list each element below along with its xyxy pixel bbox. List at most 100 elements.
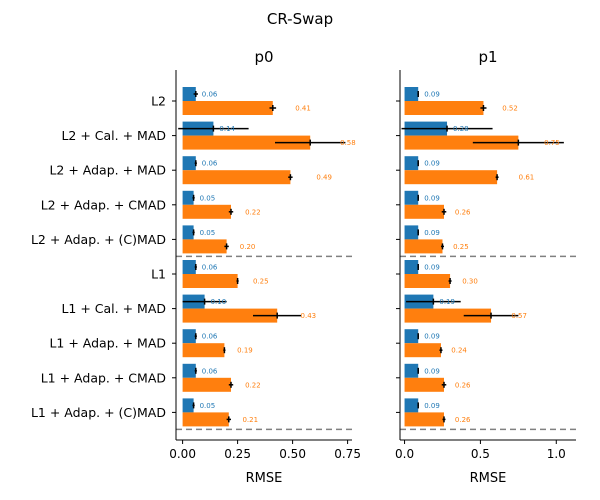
data-label: 0.09 xyxy=(424,91,440,99)
bar xyxy=(182,170,291,185)
bar xyxy=(182,204,231,219)
bar xyxy=(404,239,443,254)
data-label: 0.75 xyxy=(544,139,560,147)
bar xyxy=(182,101,273,115)
data-label: 0.26 xyxy=(455,381,471,389)
panel-p0: 0.06 0.14 0.06 0.05 0.05 0.06 0.10 0.06 0.06 0.05… xyxy=(31,70,361,461)
data-label: 0.06 xyxy=(202,264,218,272)
data-label: 0.25 xyxy=(453,243,469,251)
bar xyxy=(404,204,444,219)
y-tick-label: L1 + Cal. + MAD xyxy=(61,301,166,316)
y-tick-label: L2 + Adap. + MAD xyxy=(49,163,166,178)
data-label: 0.06 xyxy=(202,333,218,341)
data-label: 0.21 xyxy=(242,416,258,424)
data-label: 0.49 xyxy=(316,174,332,182)
data-label: 0.09 xyxy=(424,194,440,202)
bar xyxy=(404,274,451,288)
bar xyxy=(404,377,444,392)
bar xyxy=(404,135,519,150)
bar xyxy=(404,156,419,171)
bar xyxy=(182,329,196,344)
panel-p1: 0.09 0.28 0.09 0.09 0.09 0.09 0.19 0.09 0.09 0.09… xyxy=(395,70,578,461)
figure-title: CR-Swap xyxy=(267,10,333,28)
y-tick-label: L1 xyxy=(151,267,166,282)
data-label: 0.28 xyxy=(453,125,469,133)
y-tick-label: L1 + Adap. + (C)MAD xyxy=(31,405,166,420)
data-label: 0.05 xyxy=(200,229,216,237)
data-label: 0.26 xyxy=(455,416,471,424)
bar xyxy=(404,101,484,115)
bar xyxy=(182,156,196,171)
data-label: 0.20 xyxy=(240,243,256,251)
bar xyxy=(182,274,238,288)
xlabel-p0: RMSE xyxy=(246,471,283,486)
bar xyxy=(404,260,419,274)
bar xyxy=(182,377,231,392)
xlabel-p1: RMSE xyxy=(470,471,507,486)
bar xyxy=(182,308,278,323)
panels-group: 0.06 0.14 0.06 0.05 0.05 0.06 0.10 0.06 0.06 0.05… xyxy=(31,70,578,461)
data-label: 0.22 xyxy=(245,208,261,216)
bar xyxy=(182,260,196,274)
data-label: 0.41 xyxy=(295,105,311,113)
bar xyxy=(182,398,194,413)
data-label: 0.58 xyxy=(340,139,356,147)
x-tick-label: 0.25 xyxy=(224,447,251,461)
bar xyxy=(182,225,194,240)
bar xyxy=(404,329,419,344)
data-label: 0.05 xyxy=(200,402,216,410)
data-label: 0.61 xyxy=(519,174,535,182)
bar xyxy=(404,363,419,378)
data-label: 0.06 xyxy=(202,160,218,168)
data-label: 0.24 xyxy=(451,347,467,355)
bar xyxy=(404,225,419,240)
y-tick-label: L2 + Adap. + (C)MAD xyxy=(31,232,166,247)
bar xyxy=(404,308,492,323)
data-label: 0.05 xyxy=(200,194,216,202)
y-tick-label: L1 + Adap. + CMAD xyxy=(41,370,166,385)
data-label: 0.06 xyxy=(202,367,218,375)
data-label: 0.10 xyxy=(211,298,227,306)
x-tick-label: 1.0 xyxy=(547,447,566,461)
data-label: 0.09 xyxy=(424,367,440,375)
data-label: 0.14 xyxy=(219,125,235,133)
data-label: 0.09 xyxy=(424,333,440,341)
bar xyxy=(404,343,441,358)
bar xyxy=(182,239,227,254)
data-label: 0.57 xyxy=(511,312,527,320)
panel-title-p1: p1 xyxy=(478,48,497,66)
bar xyxy=(404,190,419,205)
data-label: 0.30 xyxy=(462,278,478,286)
x-tick-label: 0.5 xyxy=(471,447,490,461)
data-label: 0.19 xyxy=(439,298,455,306)
data-label: 0.09 xyxy=(424,229,440,237)
data-label: 0.09 xyxy=(424,402,440,410)
bar xyxy=(404,170,498,185)
data-label: 0.52 xyxy=(502,105,518,113)
data-label: 0.09 xyxy=(424,264,440,272)
bar xyxy=(182,412,229,427)
bar xyxy=(182,135,311,150)
bar xyxy=(182,343,225,358)
y-tick-label: L2 + Cal. + MAD xyxy=(61,128,166,143)
data-label: 0.26 xyxy=(455,208,471,216)
bar xyxy=(182,87,196,101)
bar xyxy=(404,412,444,427)
x-tick-label: 0.50 xyxy=(279,447,306,461)
data-label: 0.25 xyxy=(253,278,269,286)
y-tick-label: L2 + Adap. + CMAD xyxy=(41,197,166,212)
panel-title-p0: p0 xyxy=(254,48,273,66)
x-tick-label: 0.00 xyxy=(169,447,196,461)
data-label: 0.09 xyxy=(424,160,440,168)
x-tick-label: 0.0 xyxy=(395,447,414,461)
bar xyxy=(182,363,196,378)
data-label: 0.22 xyxy=(245,381,261,389)
bar xyxy=(404,87,419,101)
data-label: 0.43 xyxy=(301,312,317,320)
y-tick-label: L2 xyxy=(151,94,166,109)
x-tick-label: 0.75 xyxy=(334,447,361,461)
bar xyxy=(182,190,194,205)
data-label: 0.19 xyxy=(237,347,253,355)
bar xyxy=(404,398,419,413)
